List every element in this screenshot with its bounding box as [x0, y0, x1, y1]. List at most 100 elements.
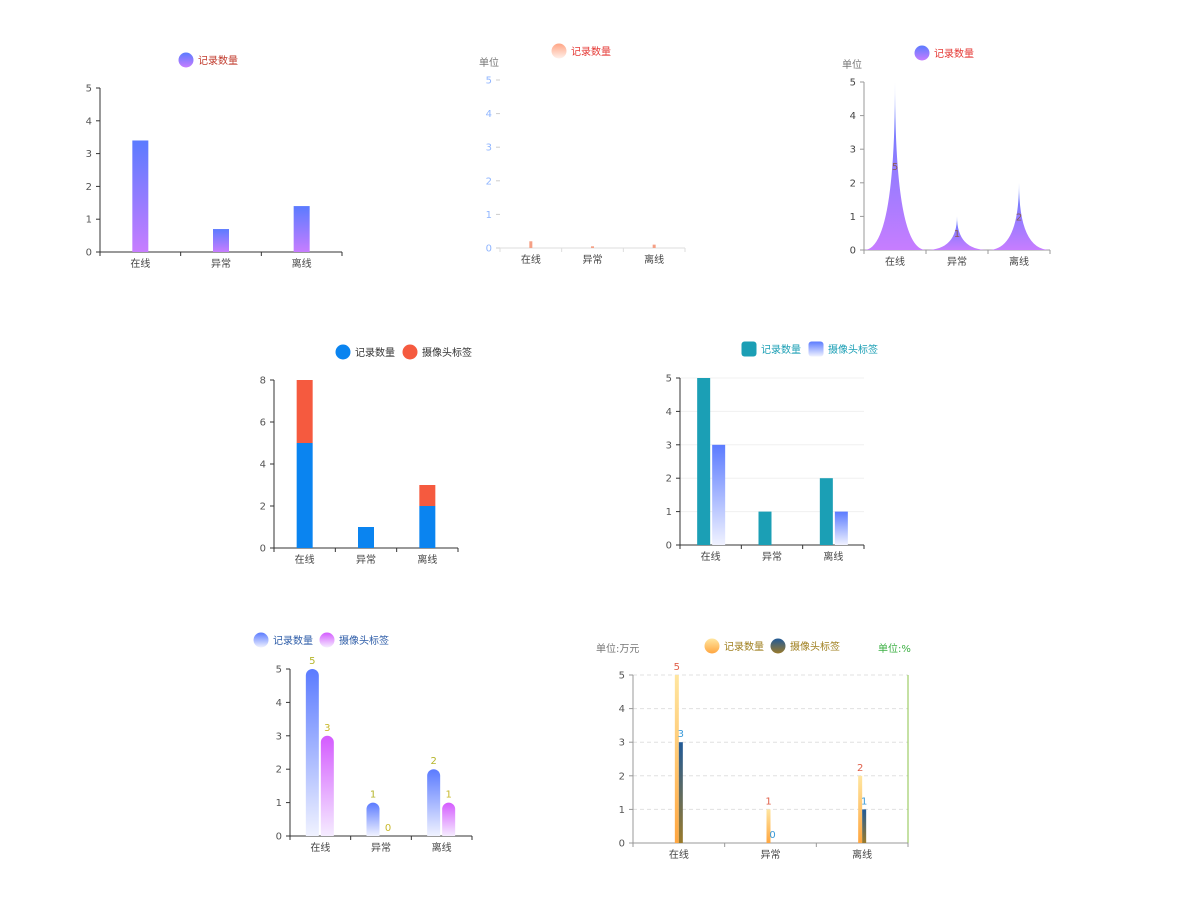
legend-label: 记录数量: [724, 640, 764, 653]
y-tick-label: 0: [86, 248, 92, 259]
x-tick-label: 异常: [583, 253, 603, 266]
data-label: 1: [861, 796, 867, 807]
legend-marker-icon: [808, 341, 824, 357]
x-tick-label: 在线: [885, 255, 905, 268]
data-label: 2: [430, 756, 436, 767]
bar: [358, 527, 374, 548]
y-tick-label: 3: [86, 149, 92, 160]
bar: [712, 444, 726, 545]
bar: [678, 742, 683, 843]
x-tick-label: 在线: [701, 550, 721, 563]
y-axis-unit-label: 单位: [479, 56, 499, 69]
data-label: 5: [309, 656, 315, 667]
area-spike: [864, 82, 926, 250]
y-tick-label: 2: [850, 178, 856, 189]
y-tick-label: 2: [666, 474, 672, 485]
legend-item[interactable]: 记录数量: [704, 638, 765, 654]
legend-item[interactable]: 记录数量: [253, 632, 314, 648]
bar: [296, 380, 313, 443]
bar: [442, 802, 456, 836]
y-tick-label: 2: [486, 176, 492, 187]
bar: [858, 775, 863, 843]
bar: [674, 675, 679, 843]
legend-item[interactable]: 记录数量: [551, 43, 612, 59]
legend-marker-icon: [741, 341, 757, 357]
y-tick-label: 1: [276, 798, 282, 809]
y-tick-label: 3: [276, 731, 282, 742]
y-axis-unit-label: 单位:万元: [596, 642, 639, 655]
x-tick-label: 离线: [1009, 255, 1029, 268]
area-spike: [926, 216, 988, 250]
x-tick-label: 异常: [356, 553, 376, 566]
legend-item[interactable]: 记录数量: [741, 341, 802, 357]
legend-label: 记录数量: [355, 346, 395, 359]
legend-marker-icon: [914, 45, 930, 61]
legend-item[interactable]: 记录数量: [178, 52, 239, 68]
y-tick-label: 3: [619, 738, 625, 749]
legend-item[interactable]: 摄像头标签: [808, 341, 879, 357]
x-tick-label: 异常: [947, 255, 967, 268]
chart-c3: 0 1 2 3 4 5 在线 异常 离线 单位 记录数量 5 1 2: [842, 45, 1051, 268]
bar: [320, 735, 334, 836]
y-tick-label: 2: [619, 771, 625, 782]
x-tick-label: 离线: [432, 841, 452, 854]
y2-axis-unit-label: 单位:%: [878, 642, 911, 655]
y-axis-unit-label: 单位: [842, 58, 862, 71]
legend-item[interactable]: 记录数量: [335, 344, 396, 360]
bar: [758, 511, 772, 545]
legend-label: 记录数量: [761, 343, 801, 356]
y-tick-label: 4: [850, 111, 856, 122]
bar: [591, 246, 594, 248]
data-label: 5: [674, 662, 680, 673]
y-tick-label: 0: [666, 541, 672, 552]
legend-marker-icon: [178, 52, 194, 68]
legend-marker-icon: [335, 344, 351, 360]
y-tick-label: 4: [86, 116, 92, 127]
x-tick-label: 在线: [130, 257, 150, 270]
bar: [697, 378, 711, 545]
y-tick-label: 4: [619, 704, 625, 715]
x-tick-label: 在线: [521, 253, 541, 266]
legend-item[interactable]: 摄像头标签: [402, 344, 473, 360]
legend-marker-icon: [402, 344, 418, 360]
y-tick-label: 1: [86, 215, 92, 226]
bar: [529, 241, 533, 248]
chart-c1: 0 1 2 3 4 5 在线 异常 离线 记录数量: [86, 52, 343, 270]
y-tick-label: 5: [850, 78, 856, 89]
bar: [296, 443, 313, 548]
bar: [819, 478, 833, 545]
legend-label: 记录数量: [273, 634, 313, 647]
data-label: 3: [324, 723, 330, 734]
x-tick-label: 离线: [417, 553, 437, 566]
legend-marker-icon: [551, 43, 567, 59]
y-tick-label: 8: [260, 376, 266, 387]
y-tick-label: 1: [486, 210, 492, 221]
legend-label: 摄像头标签: [790, 640, 840, 653]
chart-c5: 0 1 2 3 4 5 在线 异常 离线 记录数量 摄像头标签: [666, 341, 879, 563]
data-label: 1: [765, 796, 771, 807]
x-tick-label: 异常: [761, 848, 781, 861]
bar: [132, 140, 149, 252]
y-tick-label: 1: [666, 507, 672, 518]
legend-label: 摄像头标签: [422, 346, 472, 359]
legend-marker-icon: [770, 638, 786, 654]
y-tick-label: 3: [486, 143, 492, 154]
legend-item[interactable]: 摄像头标签: [319, 632, 390, 648]
bar: [652, 244, 656, 248]
x-tick-label: 在线: [310, 841, 330, 854]
legend-label: 摄像头标签: [828, 343, 878, 356]
y-tick-label: 1: [850, 212, 856, 223]
legend-item[interactable]: 记录数量: [914, 45, 975, 61]
y-tick-label: 0: [619, 839, 625, 850]
y-tick-label: 5: [276, 665, 282, 676]
data-label: 2: [1016, 212, 1022, 223]
legend-item[interactable]: 摄像头标签: [770, 638, 841, 654]
y-tick-label: 6: [260, 418, 266, 429]
data-label: 0: [769, 830, 775, 841]
data-label: 2: [857, 763, 863, 774]
y-tick-label: 1: [619, 805, 625, 816]
chart-c2: 0 1 2 3 4 5 在线 异常 离线 单位 记录数量: [479, 43, 686, 266]
bar: [419, 506, 436, 548]
chart-c6: 0 1 2 3 4 5 在线 异常 离线 记录数量 摄像头标签 5 1 2 3 0 1: [253, 632, 473, 854]
